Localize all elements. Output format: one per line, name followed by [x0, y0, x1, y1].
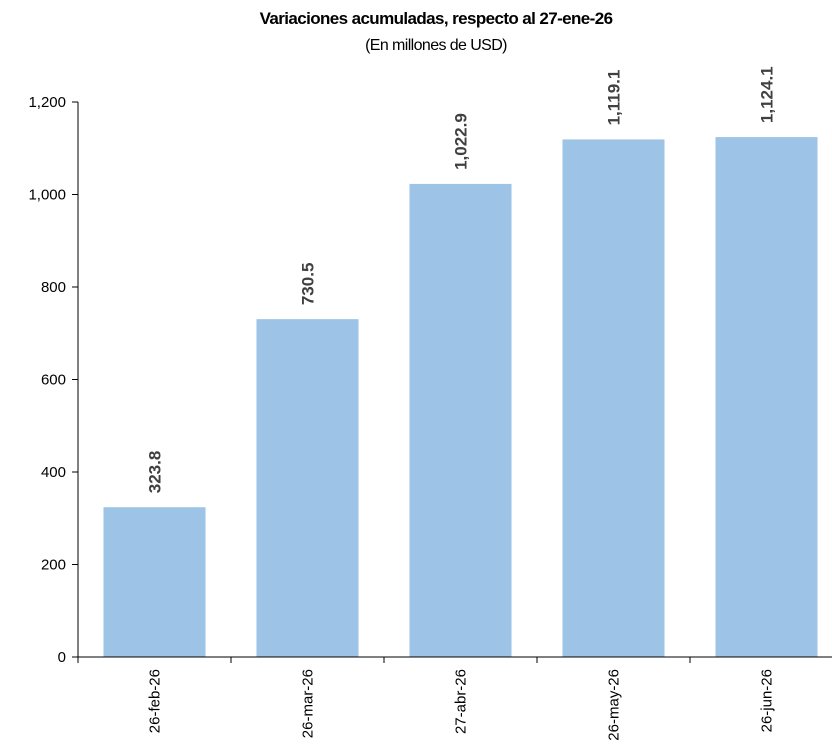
- x-tick-label: 26-jun-26: [759, 669, 776, 732]
- data-label: 1,119.1: [605, 70, 624, 126]
- data-label: 1,022.9: [452, 113, 471, 170]
- plot-area: 0 200 400 600 800 1,000 1,200 26-feb-26 26-mar-2…: [28, 66, 832, 740]
- bar: [563, 139, 665, 657]
- chart-subtitle: (En millones de USD): [365, 37, 507, 54]
- bar: [104, 507, 206, 657]
- y-tick-label: 800: [41, 279, 66, 296]
- bar: [716, 137, 818, 657]
- x-tick-label: 26-mar-26: [300, 669, 317, 738]
- x-tick-label: 27-abr-26: [453, 669, 470, 734]
- data-label: 323.8: [146, 451, 165, 494]
- y-tick-label: 0: [58, 649, 66, 666]
- y-tick-label: 1,000: [28, 187, 66, 204]
- bar: [410, 184, 512, 657]
- data-label: 1,124.1: [758, 66, 777, 123]
- y-tick-label: 400: [41, 464, 66, 481]
- y-tick-label: 200: [41, 557, 66, 574]
- x-tick-label: 26-may-26: [606, 669, 623, 741]
- bar: [257, 319, 359, 657]
- x-tick-label: 26-feb-26: [147, 669, 164, 733]
- data-label: 730.5: [299, 263, 318, 306]
- y-tick-label: 1,200: [28, 94, 66, 111]
- chart-title: Variaciones acumuladas, respecto al 27-e…: [260, 9, 613, 28]
- y-tick-label: 600: [41, 372, 66, 389]
